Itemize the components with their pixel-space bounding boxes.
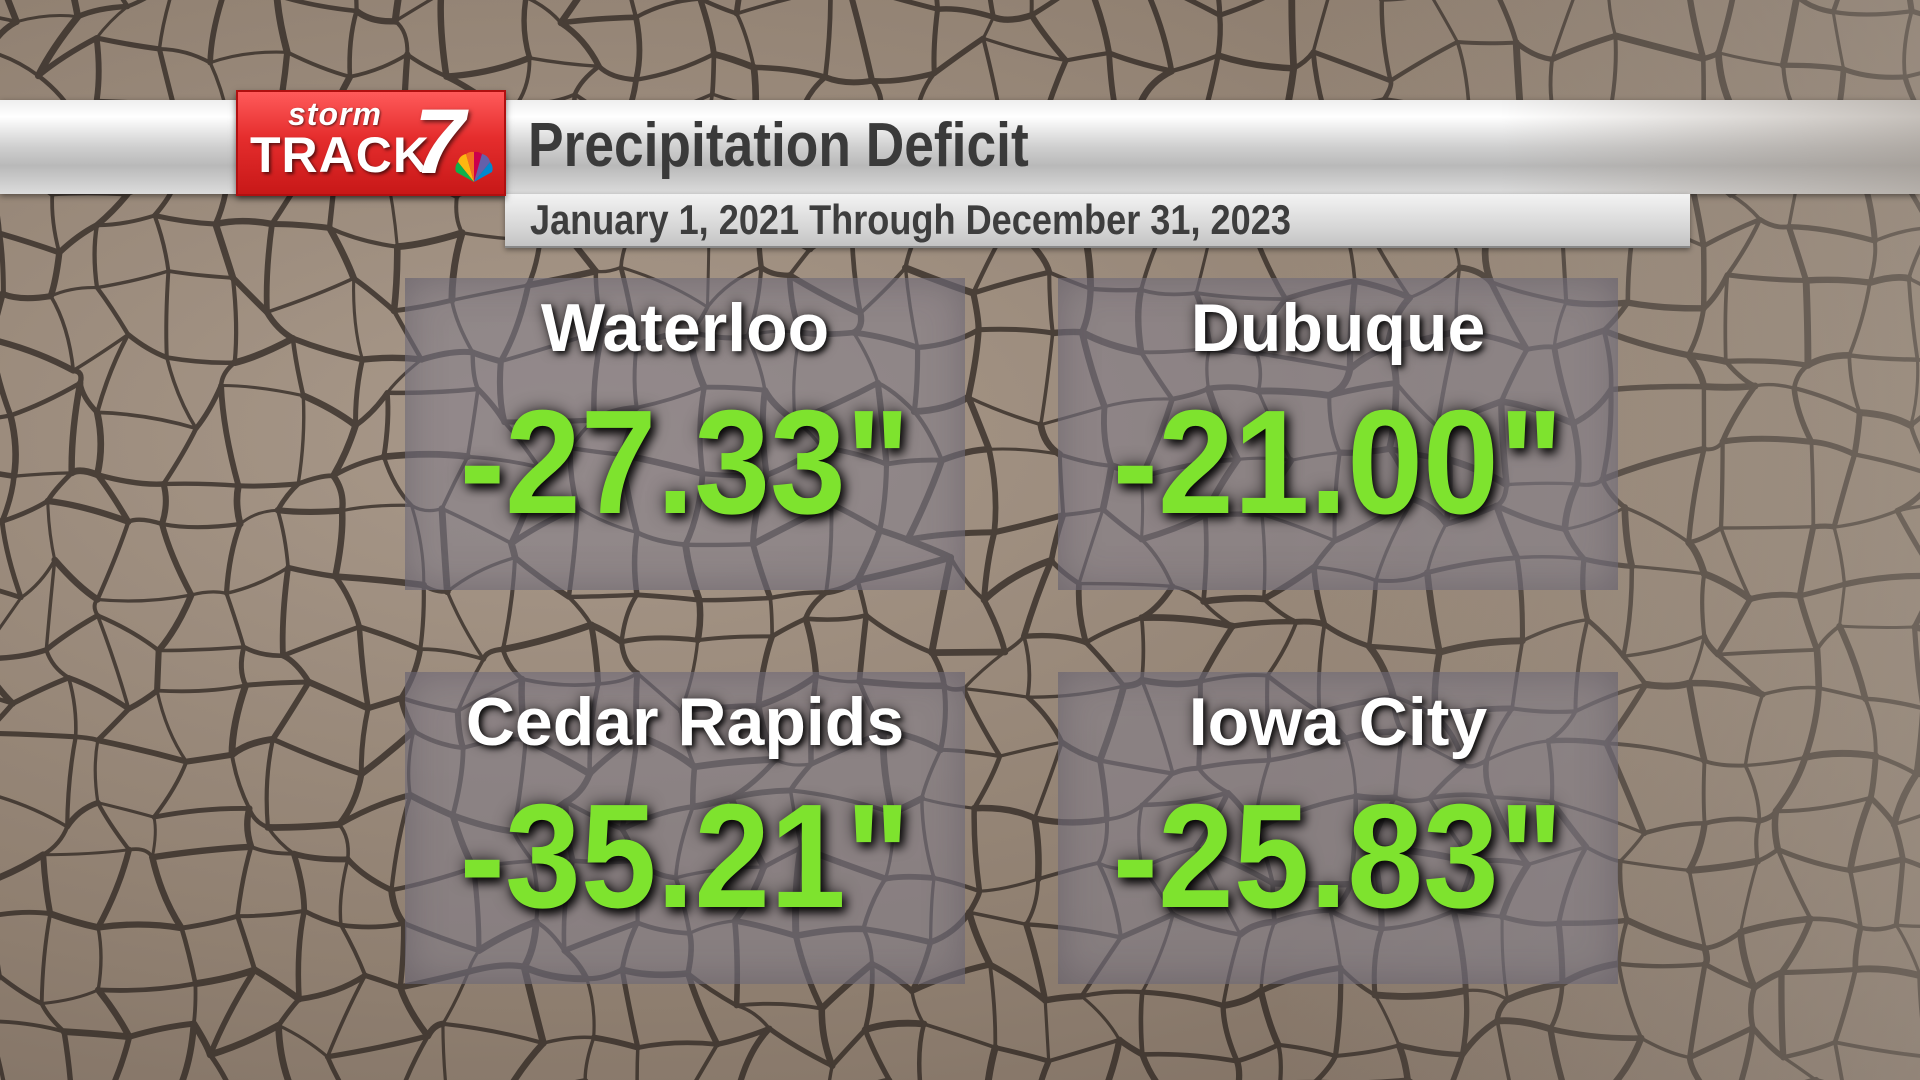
peacock-icon [455, 151, 493, 182]
logo-track-text: TRACK [250, 127, 430, 183]
city-name: Cedar Rapids [465, 684, 905, 760]
city-panel-waterloo: Waterloo -27.33" [405, 278, 965, 590]
city-name: Waterloo [540, 290, 830, 366]
date-range-subtitle: January 1, 2021 Through December 31, 202… [530, 196, 1291, 243]
page-title: Precipitation Deficit [528, 111, 1029, 180]
city-panel-iowa-city: Iowa City -25.83" [1058, 672, 1618, 984]
city-name: Dubuque [1190, 290, 1486, 366]
logo-storm-text: storm [288, 96, 382, 132]
header-band-fade [1500, 100, 1920, 194]
deficit-value: -25.83" [1112, 774, 1564, 939]
city-name: Iowa City [1188, 684, 1488, 760]
city-panel-cedar-rapids: Cedar Rapids -35.21" [405, 672, 965, 984]
deficit-value: -35.21" [459, 774, 911, 939]
logo-channel-number: 7 [414, 91, 466, 193]
station-logo: storm TRACK 7 [236, 90, 506, 196]
subtitle-band [505, 194, 1690, 248]
city-panel-dubuque: Dubuque -21.00" [1058, 278, 1618, 590]
deficit-value: -27.33" [459, 380, 911, 545]
deficit-value: -21.00" [1112, 380, 1564, 545]
